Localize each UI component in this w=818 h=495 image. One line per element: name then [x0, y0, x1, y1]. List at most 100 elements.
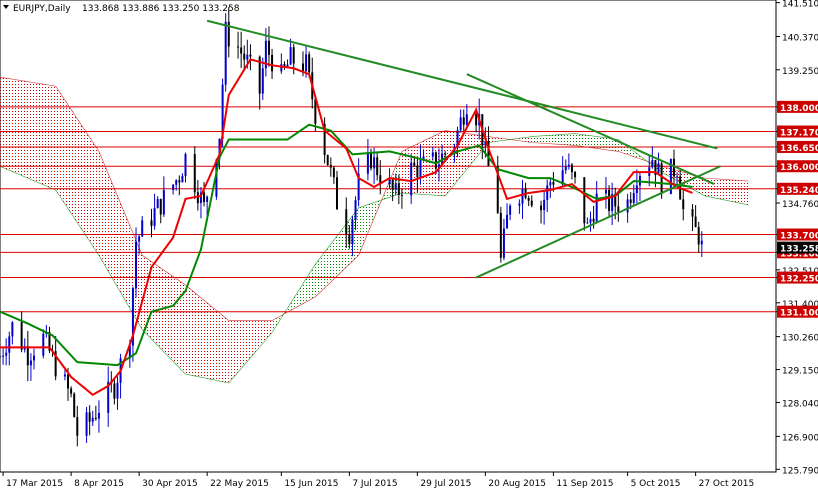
candle-body [635, 185, 638, 194]
candle-body [345, 209, 348, 235]
candle-body [626, 199, 629, 213]
y-tick-label: 133.700 [780, 232, 818, 242]
candle-body [530, 200, 533, 206]
cloud-segment [0, 77, 56, 190]
candle-body [369, 152, 372, 169]
trendline[interactable] [206, 19, 718, 150]
level-price-tag [777, 228, 818, 241]
candle-body [632, 193, 635, 203]
candle-body [586, 222, 589, 224]
candle-body [107, 381, 110, 413]
current-price-tag [777, 241, 818, 254]
candle-body [657, 163, 660, 176]
candle-body [335, 177, 338, 210]
level-price-tag [777, 160, 818, 173]
candle-body [48, 332, 51, 351]
candle-body [237, 46, 240, 48]
candle-body [700, 240, 703, 245]
candle-body [196, 192, 199, 204]
x-tick-label: 11 Sep 2015 [556, 479, 613, 489]
candle-body [561, 170, 564, 185]
candle-body [175, 180, 178, 185]
collapse-triangle-icon[interactable] [3, 5, 9, 9]
candle-body [141, 220, 144, 237]
candle-body [604, 190, 607, 194]
candle-body [589, 218, 592, 223]
candle-body [388, 179, 391, 185]
candle-body [70, 388, 73, 394]
candle-body [184, 154, 187, 176]
candle-body [691, 209, 694, 217]
candle-body [113, 383, 116, 399]
candle-body [224, 21, 227, 85]
ohlc-readout: 133.868 133.886 133.250 133.258 [82, 4, 240, 14]
candle-body [153, 207, 156, 226]
candle-body [199, 192, 202, 204]
candle-body [314, 99, 317, 124]
candle-body [206, 196, 209, 203]
candle-body [509, 205, 512, 215]
candle-body [419, 160, 422, 178]
candle-body [203, 192, 206, 203]
y-tick-label: 131.100 [780, 309, 818, 319]
candle-body [246, 54, 249, 60]
candle-body [326, 155, 329, 165]
candle-body [373, 157, 376, 169]
y-tick-label: 132.250 [780, 275, 818, 285]
candle-body [459, 117, 462, 131]
x-tick-label: 17 Mar 2015 [6, 479, 63, 489]
candle-body [138, 236, 141, 242]
candle-body [567, 164, 570, 167]
candle-body [76, 416, 79, 436]
candle-body [357, 173, 360, 201]
candle-body [172, 184, 175, 191]
y-tick-label: 128.040 [782, 400, 818, 410]
candle-body [552, 182, 555, 185]
candle-body [264, 40, 267, 69]
y-tick-label: 129.150 [782, 367, 818, 377]
candle-body [496, 165, 499, 213]
trendlines[interactable] [206, 19, 721, 279]
y-tick-label: 137.170 [780, 129, 818, 139]
candle-body [462, 117, 465, 125]
kijun-sen-line [0, 123, 693, 367]
candle-body [438, 164, 441, 169]
y-tick-label: 134.760 [782, 200, 818, 210]
time-axis: 17 Mar 2015 8 Apr 2015 30 Apr 2015 22 May 2… [2, 472, 754, 489]
y-tick-label: 136.000 [780, 163, 818, 173]
candle-body [400, 194, 403, 196]
cloud-segment [228, 320, 273, 383]
candle-body [592, 218, 595, 222]
candle-body [67, 374, 70, 389]
candle-body [394, 183, 397, 190]
candle-body [518, 203, 521, 206]
candle-body [391, 179, 394, 190]
candle-body [540, 205, 543, 211]
candle-body [243, 53, 246, 60]
candle-body [379, 175, 382, 185]
y-tick-label: 125.790 [782, 466, 818, 476]
candle-body [546, 185, 549, 200]
candle-body [502, 228, 505, 258]
candle-body [29, 360, 32, 366]
candle-body [376, 157, 379, 176]
y-tick-label: 140.370 [782, 34, 818, 44]
cloud-segment [55, 86, 99, 256]
level-price-tag [777, 140, 818, 153]
candle-body [91, 417, 94, 422]
candle-body [329, 164, 332, 168]
current-price-label: 133.258 [780, 245, 818, 255]
candle-body [431, 152, 434, 157]
trendline[interactable] [466, 73, 715, 185]
candle-body [42, 333, 45, 356]
candle-body [676, 176, 679, 178]
candle-body [26, 346, 29, 366]
candle-body [292, 47, 295, 64]
candle-body [2, 355, 5, 357]
candle-body [669, 158, 672, 194]
candle-body [475, 114, 478, 126]
ichimoku-lines [0, 58, 693, 397]
trendline[interactable] [475, 165, 721, 279]
